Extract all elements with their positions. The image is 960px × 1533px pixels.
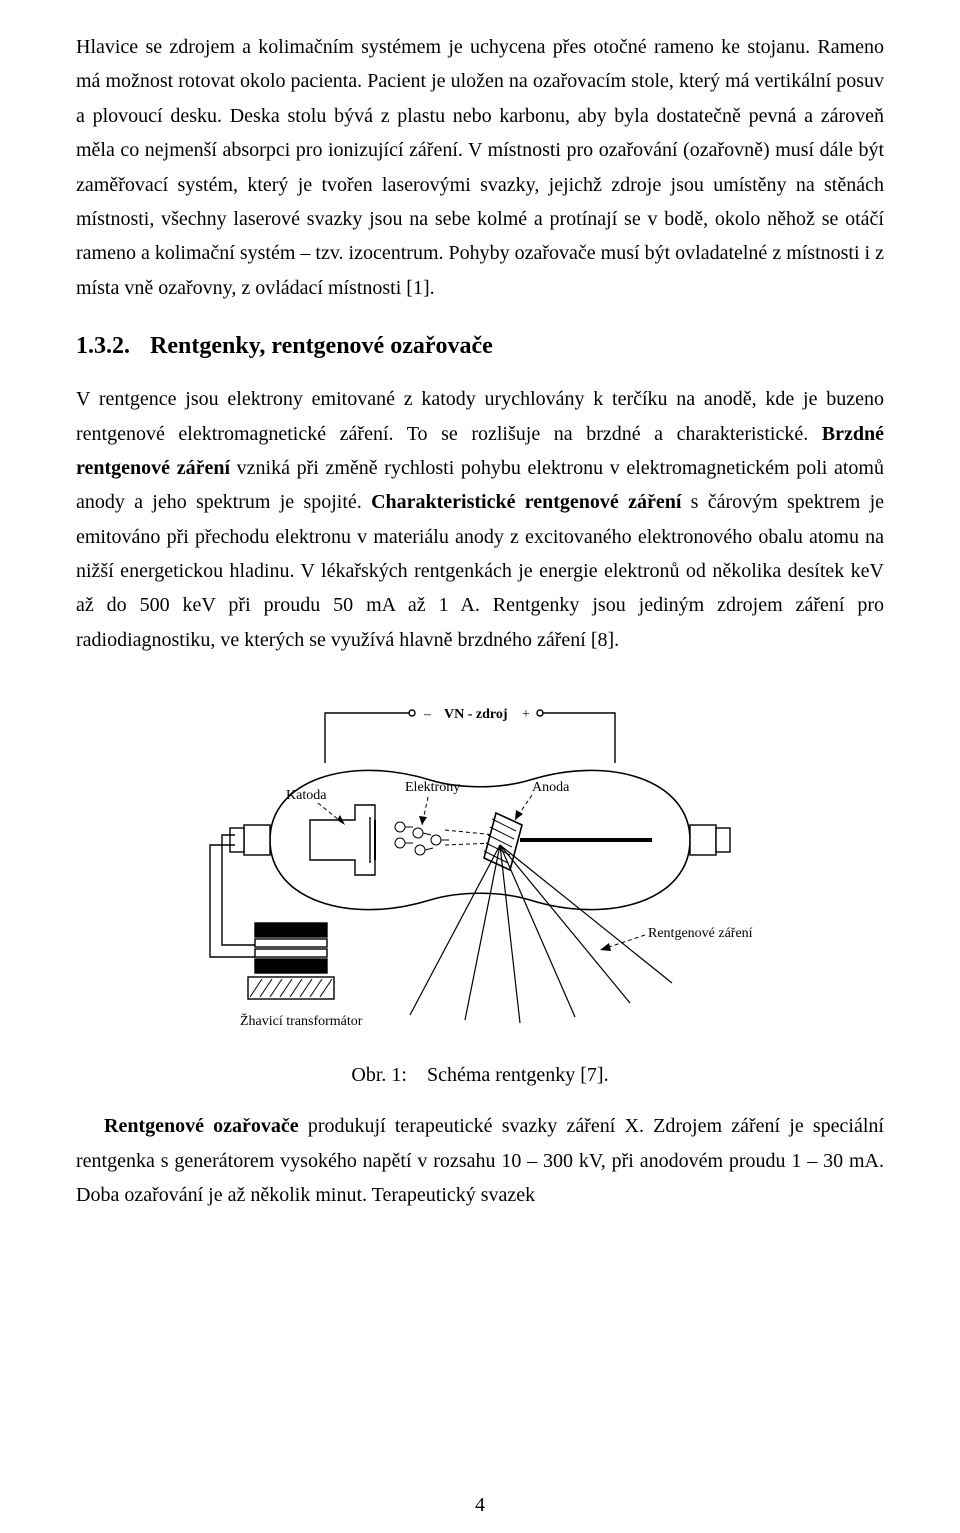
heading-title: Rentgenky, rentgenové ozařovače	[150, 333, 493, 359]
label-vn-plus: +	[522, 707, 530, 722]
para2-pre: V rentgence jsou elektrony emitované z k…	[76, 388, 884, 444]
page: Hlavice se zdrojem a kolimačním systémem…	[0, 0, 960, 1533]
label-transformator: Žhavicí transformátor	[240, 1012, 363, 1029]
para2-post: s čárovým spektrem je emitováno při přec…	[76, 491, 884, 651]
figure-caption: Obr. 1: Schéma rentgenky [7].	[76, 1064, 884, 1087]
label-rentgenove-zareni: Rentgenové záření	[648, 926, 753, 941]
section-heading: 1.3.2. Rentgenky, rentgenové ozařovače	[76, 333, 884, 360]
rentgenka-diagram: – VN - zdroj +	[200, 685, 760, 1045]
label-vn-center: VN - zdroj	[444, 707, 508, 722]
paragraph-2: V rentgence jsou elektrony emitované z k…	[76, 382, 884, 657]
heading-number: 1.3.2.	[76, 333, 144, 360]
bold-charakteristicke: Charakteristické rentgenové záření	[371, 491, 681, 513]
label-vn-minus: –	[423, 707, 432, 722]
page-number: 4	[0, 1494, 960, 1517]
figure-wrapper: – VN - zdroj +	[76, 685, 884, 1050]
bold-ozarovace: Rentgenové ozařovače	[104, 1115, 299, 1137]
label-anoda: Anoda	[532, 780, 570, 795]
label-katoda: Katoda	[286, 788, 327, 803]
figure-caption-text: Schéma rentgenky [7].	[427, 1064, 609, 1086]
paragraph-1: Hlavice se zdrojem a kolimačním systémem…	[76, 30, 884, 305]
label-elektrony: Elektrony	[405, 780, 460, 795]
paragraph-3: Rentgenové ozařovače produkují terapeuti…	[76, 1109, 884, 1212]
figure-caption-label: Obr. 1:	[351, 1064, 407, 1086]
